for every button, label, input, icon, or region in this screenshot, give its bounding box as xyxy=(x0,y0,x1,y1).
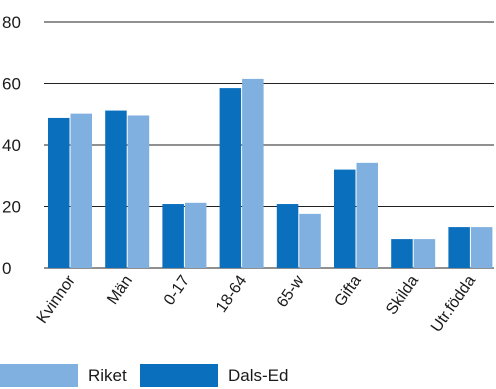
bar-dals-ed-3 xyxy=(219,88,242,268)
bar-riket-3 xyxy=(242,78,264,268)
bar-riket-6 xyxy=(413,239,436,268)
legend-label-dals-ed: Dals-Ed xyxy=(228,365,289,385)
bar-riket-4 xyxy=(299,213,321,268)
legend-item-riket: Riket xyxy=(0,362,127,389)
y-tick-label: 0 xyxy=(2,259,11,278)
y-tick-label: 20 xyxy=(2,198,21,217)
y-tick-label: 60 xyxy=(2,75,21,94)
bars xyxy=(48,78,493,268)
x-tick-label: 18-64 xyxy=(213,272,250,315)
x-tick-label: 65-w xyxy=(274,272,308,311)
bar-riket-7 xyxy=(470,227,493,268)
legend-item-dals-ed: Dals-Ed xyxy=(140,362,288,389)
bar-dals-ed-6 xyxy=(391,239,413,268)
bar-riket-1 xyxy=(127,115,150,268)
y-tick-label: 80 xyxy=(2,13,21,32)
bar-dals-ed-7 xyxy=(448,227,470,268)
x-tick-label: Män xyxy=(104,273,136,308)
bar-dals-ed-1 xyxy=(105,110,127,268)
x-tick-label: Kvinnor xyxy=(34,272,79,327)
legend-swatch-dals-ed xyxy=(140,364,218,387)
x-tick-label: Skilda xyxy=(383,272,422,318)
bar-dals-ed-0 xyxy=(48,117,70,268)
bar-riket-5 xyxy=(356,162,378,268)
x-tick-label: Utr.födda xyxy=(428,272,479,335)
y-tick-label: 40 xyxy=(2,136,21,155)
bar-riket-2 xyxy=(184,202,207,268)
bar-dals-ed-5 xyxy=(334,169,356,268)
bar-dals-ed-2 xyxy=(162,204,184,268)
bar-riket-0 xyxy=(70,113,92,268)
x-axis-labels: Kvinnor Män 0-17 18-64 65-w Gifta Skilda Utr.fö… xyxy=(34,272,479,335)
bar-dals-ed-4 xyxy=(276,204,299,268)
y-axis-ticks: 0 20 40 60 80 xyxy=(2,13,21,278)
bar-chart: 0 20 40 60 80 Kvinnor Män 0-17 18-64 65-w Gifta Sk… xyxy=(2,13,494,335)
x-tick-label: Gifta xyxy=(331,272,364,310)
legend-swatch-riket xyxy=(0,364,78,387)
legend-label-riket: Riket xyxy=(88,365,127,385)
x-tick-label: 0-17 xyxy=(161,272,193,308)
legend: Riket Dals-Ed xyxy=(0,362,496,389)
